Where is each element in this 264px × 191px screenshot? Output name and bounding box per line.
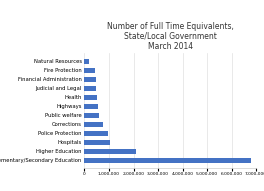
Title: Number of Full Time Equivalents,
State/Local Government
March 2014: Number of Full Time Equivalents, State/L…: [107, 22, 234, 51]
Bar: [84, 122, 103, 127]
Bar: [84, 140, 110, 145]
Bar: [84, 59, 89, 64]
Bar: [84, 131, 108, 136]
Bar: [84, 68, 95, 73]
Bar: [84, 149, 136, 154]
Bar: [84, 158, 251, 163]
Bar: [84, 77, 96, 82]
Bar: [84, 86, 96, 91]
Bar: [84, 113, 99, 118]
Bar: [84, 104, 98, 109]
Bar: [84, 95, 97, 100]
